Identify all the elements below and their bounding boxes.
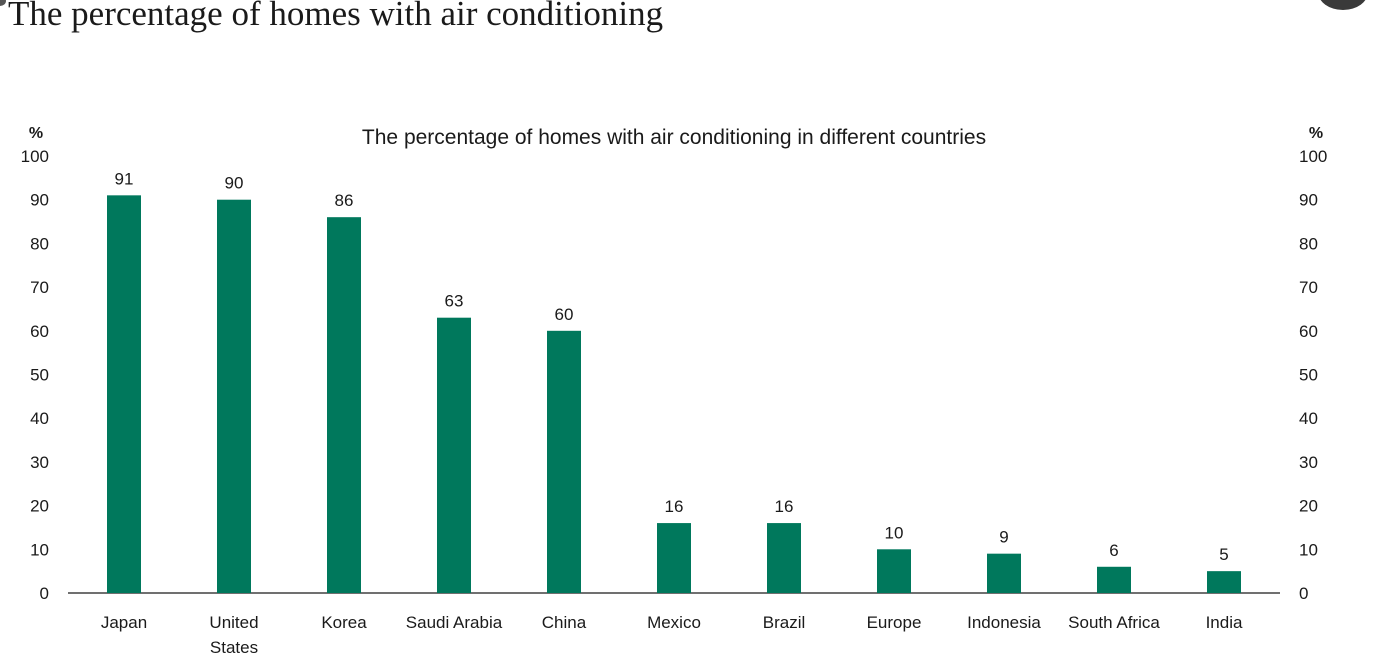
y-tick-label-right: 30 [1299,453,1318,472]
bar [107,195,141,593]
y-tick-label-right: 0 [1299,584,1308,603]
category-label: Brazil [763,613,806,632]
bar-value-label: 16 [665,497,684,516]
page-title: The percentage of homes with air conditi… [8,0,664,33]
y-tick-label-left: 80 [30,234,49,253]
category-label: Japan [101,613,147,632]
y-tick-label-right: 50 [1299,366,1318,385]
y-axis-unit-right: % [1309,125,1323,142]
bar-value-label: 90 [225,174,244,193]
x-axis-categories: Japan United States Korea Saudi Arabia China M… [101,613,1243,657]
category-label: South Africa [1068,613,1160,632]
data-labels: 91 90 86 63 60 16 16 10 9 6 5 [115,169,1229,564]
bar-value-label: 9 [999,528,1008,547]
y-axis-unit-left: % [29,125,43,142]
bar [437,317,471,593]
bar-value-label: 86 [335,191,354,210]
bar-value-label: 16 [775,497,794,516]
bar-series [107,195,1241,593]
bar [767,523,801,593]
category-label: China [542,613,587,632]
y-tick-label-left: 100 [21,147,49,166]
y-tick-label-left: 10 [30,540,49,559]
y-tick-label-left: 40 [30,409,49,428]
chart-title: The percentage of homes with air conditi… [362,126,986,149]
category-label: Mexico [647,613,701,632]
bar-value-label: 5 [1219,545,1228,564]
bar [877,549,911,593]
bar [327,217,361,593]
y-tick-label-left: 90 [30,191,49,210]
bar-value-label: 91 [115,169,134,188]
y-tick-label-right: 10 [1299,540,1318,559]
bar [657,523,691,593]
corner-control-icon[interactable] [1318,0,1368,10]
y-tick-label-right: 80 [1299,234,1318,253]
window-edge-marker [0,0,6,6]
bar-value-label: 60 [555,305,574,324]
category-label: United States [209,613,258,657]
category-label: India [1206,613,1243,632]
y-axis-left: 0 10 20 30 40 50 60 70 80 90 100 [21,147,49,603]
y-tick-label-left: 30 [30,453,49,472]
y-tick-label-left: 60 [30,322,49,341]
y-tick-label-left: 50 [30,366,49,385]
y-tick-label-right: 20 [1299,497,1318,516]
bar-value-label: 63 [445,292,464,311]
y-tick-label-left: 0 [40,584,49,603]
bar-value-label: 10 [885,523,904,542]
bar-value-label: 6 [1109,541,1118,560]
category-label: Korea [321,613,367,632]
y-tick-label-right: 100 [1299,147,1327,166]
category-label: Saudi Arabia [406,613,503,632]
y-tick-label-right: 90 [1299,191,1318,210]
bar [547,330,581,593]
y-tick-label-right: 40 [1299,409,1318,428]
y-tick-label-right: 60 [1299,322,1318,341]
bar [1207,571,1241,593]
category-label: Indonesia [967,613,1041,632]
y-axis-right: 0 10 20 30 40 50 60 70 80 90 100 [1299,147,1327,603]
y-tick-label-right: 70 [1299,278,1318,297]
bar [987,553,1021,593]
y-tick-label-left: 70 [30,278,49,297]
bar [217,199,251,593]
y-tick-label-left: 20 [30,497,49,516]
category-label: Europe [867,613,922,632]
bar [1097,566,1131,593]
